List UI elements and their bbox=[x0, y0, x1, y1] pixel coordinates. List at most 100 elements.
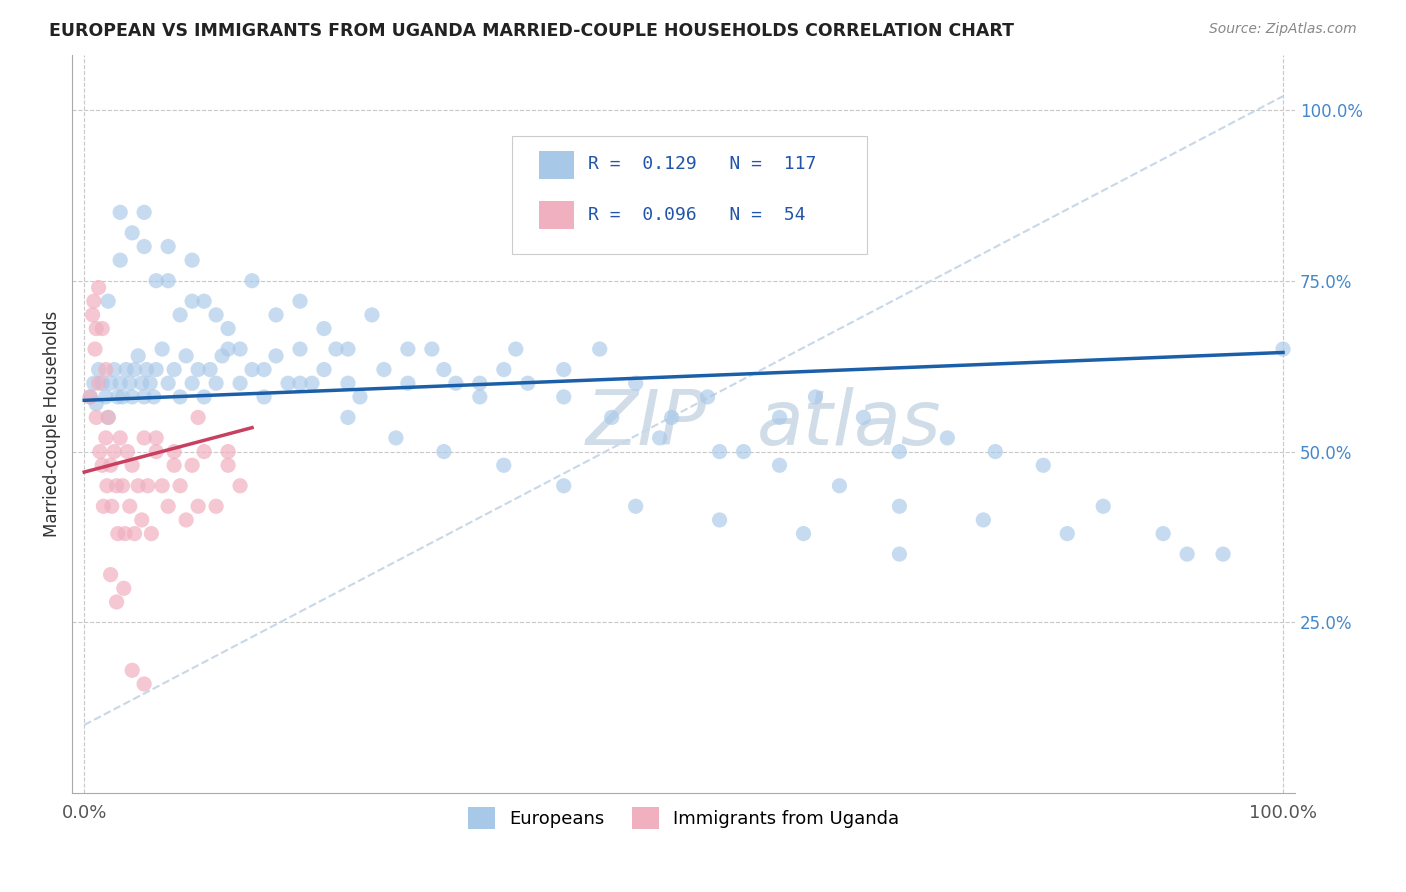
Point bbox=[108, 431, 131, 445]
Point bbox=[87, 280, 110, 294]
Point bbox=[87, 376, 110, 391]
Point bbox=[1092, 500, 1115, 514]
Point bbox=[288, 376, 311, 391]
Point bbox=[84, 410, 107, 425]
Point bbox=[240, 362, 263, 376]
Point bbox=[229, 479, 252, 493]
Point bbox=[553, 362, 575, 376]
Point bbox=[169, 308, 191, 322]
Point bbox=[1152, 526, 1174, 541]
Point bbox=[111, 390, 134, 404]
Point bbox=[205, 308, 228, 322]
Point bbox=[648, 431, 671, 445]
Point bbox=[1032, 458, 1054, 473]
Point bbox=[169, 479, 191, 493]
Text: atlas: atlas bbox=[756, 387, 942, 461]
Point bbox=[385, 431, 408, 445]
Point bbox=[181, 458, 204, 473]
Point bbox=[312, 321, 335, 335]
Point bbox=[157, 239, 180, 253]
Point bbox=[253, 362, 276, 376]
Point bbox=[150, 479, 173, 493]
Point bbox=[84, 397, 107, 411]
Point bbox=[118, 500, 141, 514]
Point bbox=[373, 362, 395, 376]
Point bbox=[709, 513, 731, 527]
Point bbox=[420, 342, 443, 356]
Point bbox=[804, 390, 827, 404]
Point bbox=[134, 431, 156, 445]
Point bbox=[444, 376, 467, 391]
Point bbox=[193, 444, 215, 458]
Point bbox=[134, 239, 156, 253]
Point bbox=[181, 294, 204, 309]
Point bbox=[229, 342, 252, 356]
Point bbox=[889, 547, 911, 561]
Point bbox=[696, 390, 718, 404]
Point bbox=[157, 500, 180, 514]
Point bbox=[82, 308, 104, 322]
Point bbox=[852, 410, 875, 425]
Point bbox=[131, 376, 153, 391]
Point bbox=[984, 444, 1007, 458]
Legend: Europeans, Immigrants from Uganda: Europeans, Immigrants from Uganda bbox=[461, 799, 907, 836]
Point bbox=[1175, 547, 1198, 561]
Point bbox=[516, 376, 538, 391]
Text: EUROPEAN VS IMMIGRANTS FROM UGANDA MARRIED-COUPLE HOUSEHOLDS CORRELATION CHART: EUROPEAN VS IMMIGRANTS FROM UGANDA MARRI… bbox=[49, 22, 1014, 40]
Point bbox=[94, 390, 117, 404]
Point bbox=[174, 513, 197, 527]
Point bbox=[264, 349, 287, 363]
Point bbox=[83, 294, 105, 309]
Point bbox=[134, 205, 156, 219]
Point bbox=[108, 253, 131, 268]
Point bbox=[107, 526, 129, 541]
Point bbox=[264, 308, 287, 322]
Point bbox=[108, 205, 131, 219]
Point bbox=[96, 479, 118, 493]
Point bbox=[141, 526, 163, 541]
Point bbox=[468, 376, 491, 391]
Point bbox=[163, 362, 186, 376]
Point bbox=[112, 582, 135, 596]
Point bbox=[889, 444, 911, 458]
Point bbox=[181, 376, 204, 391]
Point bbox=[624, 376, 647, 391]
Point bbox=[157, 274, 180, 288]
Point bbox=[325, 342, 347, 356]
Point bbox=[124, 526, 146, 541]
Point bbox=[240, 274, 263, 288]
Point bbox=[301, 376, 323, 391]
Point bbox=[229, 376, 252, 391]
Point bbox=[127, 479, 149, 493]
Point bbox=[972, 513, 994, 527]
Point bbox=[97, 410, 120, 425]
Point bbox=[157, 376, 180, 391]
Point bbox=[89, 444, 111, 458]
Point bbox=[1212, 547, 1234, 561]
Point bbox=[136, 479, 159, 493]
Point bbox=[94, 431, 117, 445]
Point bbox=[118, 376, 141, 391]
Point bbox=[114, 526, 136, 541]
Point bbox=[492, 362, 515, 376]
Point bbox=[100, 458, 122, 473]
Point bbox=[433, 362, 456, 376]
Point bbox=[288, 342, 311, 356]
Point bbox=[217, 342, 239, 356]
Point bbox=[553, 479, 575, 493]
Point bbox=[105, 479, 128, 493]
Point bbox=[83, 376, 105, 391]
Point bbox=[111, 479, 134, 493]
Point bbox=[169, 390, 191, 404]
Point bbox=[97, 294, 120, 309]
Point bbox=[361, 308, 384, 322]
Point bbox=[121, 390, 143, 404]
Point bbox=[889, 500, 911, 514]
Point bbox=[145, 444, 167, 458]
Point bbox=[205, 376, 228, 391]
Point bbox=[174, 349, 197, 363]
Point bbox=[312, 362, 335, 376]
Point bbox=[91, 321, 114, 335]
Point bbox=[101, 500, 124, 514]
Point bbox=[217, 321, 239, 335]
